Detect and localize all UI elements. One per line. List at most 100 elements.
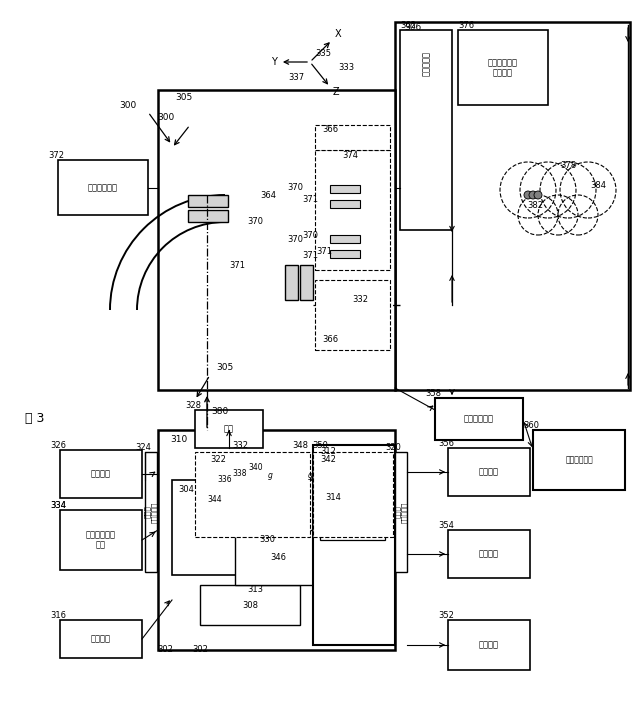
Bar xyxy=(330,235,360,243)
Bar xyxy=(435,398,523,440)
Text: 371: 371 xyxy=(316,247,332,257)
Text: 313: 313 xyxy=(247,585,263,594)
Bar xyxy=(330,185,360,193)
Text: ガス供給: ガス供給 xyxy=(91,634,111,644)
Bar xyxy=(60,450,142,498)
Text: 346: 346 xyxy=(270,553,286,563)
Text: ソース
マグネット: ソース マグネット xyxy=(394,501,408,522)
Bar xyxy=(315,500,323,525)
Text: 360: 360 xyxy=(523,422,539,431)
Text: 352: 352 xyxy=(438,611,454,620)
Text: 300: 300 xyxy=(120,101,136,109)
Text: フィラメント
電源: フィラメント 電源 xyxy=(86,530,116,550)
Text: 300: 300 xyxy=(157,114,175,123)
Text: 305: 305 xyxy=(175,92,192,102)
Bar xyxy=(60,510,142,570)
Text: 336: 336 xyxy=(218,475,232,484)
Bar xyxy=(145,452,157,572)
Text: 326: 326 xyxy=(50,441,66,450)
Text: g: g xyxy=(308,472,312,481)
Text: 測定構成要素: 測定構成要素 xyxy=(88,183,118,192)
Bar xyxy=(313,452,393,537)
Text: 308: 308 xyxy=(242,601,258,611)
Bar xyxy=(320,490,385,540)
Text: 図 3: 図 3 xyxy=(25,412,44,424)
Text: g: g xyxy=(268,472,273,481)
Text: 384: 384 xyxy=(590,180,606,190)
Circle shape xyxy=(534,191,542,199)
Bar xyxy=(188,210,228,222)
Text: 304: 304 xyxy=(178,486,194,494)
Text: 324: 324 xyxy=(135,443,151,453)
Text: 344: 344 xyxy=(208,496,222,505)
Text: 370: 370 xyxy=(302,231,318,240)
Circle shape xyxy=(524,191,532,199)
Text: 342: 342 xyxy=(320,455,336,465)
Text: 312: 312 xyxy=(320,448,336,457)
Text: 305: 305 xyxy=(216,364,234,372)
Text: 316: 316 xyxy=(50,611,66,620)
Text: 374: 374 xyxy=(342,152,358,161)
Text: 320: 320 xyxy=(385,443,401,453)
Bar xyxy=(315,150,390,270)
Bar xyxy=(330,200,360,208)
Text: 378: 378 xyxy=(560,161,576,169)
Bar xyxy=(448,530,530,578)
Text: 372: 372 xyxy=(48,150,64,159)
Text: 358: 358 xyxy=(425,389,441,398)
Text: 370: 370 xyxy=(247,218,263,226)
Text: 電源: 電源 xyxy=(224,424,234,434)
Bar xyxy=(395,452,407,572)
Circle shape xyxy=(529,191,537,199)
Bar xyxy=(195,410,263,448)
Text: 抽出電源: 抽出電源 xyxy=(479,641,499,649)
Bar xyxy=(295,500,303,525)
Bar xyxy=(315,125,390,150)
Bar xyxy=(188,195,228,207)
Bar xyxy=(270,500,278,525)
Text: 310: 310 xyxy=(170,436,188,444)
Bar xyxy=(395,22,630,390)
Text: 333: 333 xyxy=(338,63,354,71)
Bar xyxy=(248,500,256,525)
Bar xyxy=(400,30,452,230)
Bar xyxy=(315,280,390,350)
Text: 332: 332 xyxy=(232,441,248,450)
Text: 371: 371 xyxy=(302,195,318,204)
Text: 370: 370 xyxy=(287,183,303,192)
Text: 302: 302 xyxy=(192,646,208,654)
Text: 330: 330 xyxy=(259,536,275,544)
Text: 浮動電源: 浮動電源 xyxy=(479,467,499,477)
Text: 334: 334 xyxy=(50,501,66,510)
Text: 382: 382 xyxy=(527,200,543,209)
Text: スキャニング
システム: スキャニング システム xyxy=(488,59,518,78)
Bar xyxy=(448,448,530,496)
Text: 376: 376 xyxy=(458,21,474,30)
Text: 335: 335 xyxy=(315,49,331,59)
Text: 334: 334 xyxy=(50,501,66,510)
Bar xyxy=(60,620,142,658)
Text: 364: 364 xyxy=(260,190,276,200)
Text: 366: 366 xyxy=(322,336,338,345)
Bar xyxy=(330,250,360,258)
Text: 322: 322 xyxy=(210,455,226,465)
Text: 陰極電源: 陰極電源 xyxy=(91,470,111,479)
Text: 380: 380 xyxy=(211,407,228,417)
Text: 354: 354 xyxy=(438,522,454,530)
Text: 浮動電源: 浮動電源 xyxy=(479,549,499,558)
Text: 306: 306 xyxy=(404,23,421,32)
Text: 371: 371 xyxy=(229,261,245,269)
Text: 332: 332 xyxy=(352,295,368,305)
Bar xyxy=(158,430,395,650)
Bar xyxy=(285,265,298,300)
Bar xyxy=(200,585,300,625)
Text: 337: 337 xyxy=(288,73,304,82)
Text: X: X xyxy=(335,29,341,39)
Bar xyxy=(195,452,310,537)
Text: ビーム中和: ビーム中和 xyxy=(422,51,431,77)
Bar xyxy=(533,430,625,490)
Text: 340: 340 xyxy=(249,463,263,472)
Text: 中央処理装置: 中央処理装置 xyxy=(565,455,593,465)
Text: 366: 366 xyxy=(322,125,338,135)
Bar xyxy=(172,480,327,575)
